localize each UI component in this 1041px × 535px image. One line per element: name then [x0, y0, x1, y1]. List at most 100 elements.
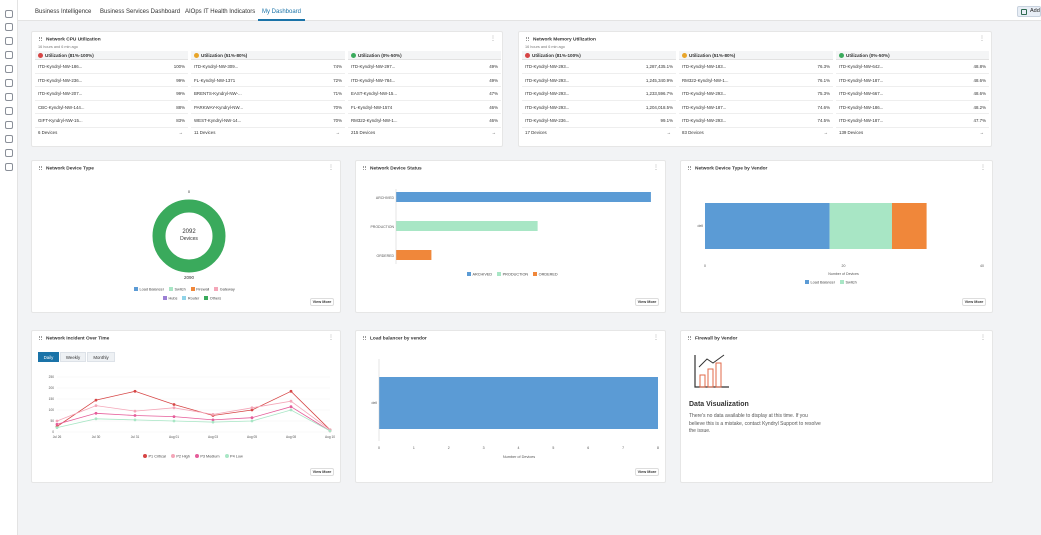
briefcase-icon[interactable] — [5, 149, 13, 157]
add-button[interactable]: Add — [1017, 6, 1041, 17]
drag-handle-icon[interactable] — [39, 166, 42, 170]
device-row[interactable]: ITD-Kyndryl-NW-667... 48.6% — [836, 87, 989, 101]
series-point[interactable] — [211, 413, 215, 416]
device-row[interactable]: ITD-Kyndryl-NW-293... 1,287,435.1% — [522, 60, 676, 74]
legend-label[interactable]: ORDERED — [538, 272, 558, 277]
column-footer[interactable]: 6 Devices → — [35, 128, 188, 138]
device-row[interactable]: GIFT-Kyndryl-NW-15... 83% — [35, 114, 188, 128]
loadbalancer-bar[interactable] — [379, 377, 658, 429]
column-footer[interactable]: 83 Devices → — [679, 128, 833, 138]
series-point[interactable] — [55, 422, 59, 426]
arrow-right-icon[interactable]: → — [178, 129, 183, 135]
search-icon[interactable] — [5, 65, 13, 73]
series-point[interactable] — [289, 405, 293, 409]
series-point[interactable] — [94, 398, 98, 402]
series-point[interactable] — [250, 406, 254, 410]
series-point[interactable] — [211, 420, 215, 424]
series-point[interactable] — [211, 418, 215, 422]
tab-business-intelligence[interactable]: Business Intelligence — [35, 9, 92, 15]
series-point[interactable] — [289, 389, 293, 393]
device-row[interactable]: ITD-Kyndryl-NW-297... 49% — [348, 60, 501, 74]
device-row[interactable]: EAST-Kyndryl-NW-15... 47% — [348, 87, 501, 101]
report-icon[interactable] — [5, 121, 13, 129]
device-row[interactable]: ITD-Kyndryl-NW-642... 48.8% — [836, 60, 989, 74]
more-menu-icon[interactable]: ⋮ — [653, 165, 659, 171]
series-point[interactable] — [250, 419, 254, 423]
vendor-bar-segment[interactable] — [891, 203, 927, 249]
legend-label[interactable]: Load Balancer — [139, 287, 165, 292]
drag-handle-icon[interactable] — [688, 336, 691, 340]
series-line[interactable] — [56, 400, 331, 431]
column-footer[interactable]: 17 Devices → — [522, 128, 676, 138]
series-point[interactable] — [250, 408, 254, 412]
device-row[interactable]: RM322-Kyndryl-NW-1... 76.1% — [679, 74, 833, 87]
series-point[interactable] — [133, 414, 137, 417]
drag-handle-icon[interactable] — [363, 336, 366, 340]
arrow-right-icon[interactable]: → — [666, 129, 671, 135]
legend-label[interactable]: Firewall — [196, 287, 210, 292]
device-row[interactable]: ITD-Kyndryl-NW-236... 99% — [35, 74, 188, 87]
legend-label[interactable]: ARCHIVED — [472, 272, 493, 277]
column-footer[interactable]: 139 Devices → — [836, 128, 989, 138]
more-menu-icon[interactable]: ⋮ — [980, 165, 986, 171]
device-row[interactable]: ITD-Kyndryl-NW-187... 74.6% — [679, 101, 833, 114]
device-row[interactable]: ITD-Kyndryl-NW-293... 1,245,340.9% — [522, 74, 676, 87]
device-row[interactable]: FL-Kyndryl-NW-1574 46% — [348, 101, 501, 114]
folder-icon[interactable] — [5, 163, 13, 171]
drag-handle-icon[interactable] — [688, 166, 691, 170]
view-more-button[interactable]: View More — [635, 298, 659, 306]
daily-button[interactable]: Daily — [38, 352, 59, 362]
series-point[interactable] — [289, 399, 293, 403]
legend-label[interactable]: PRODUCTION — [502, 272, 529, 277]
legend-label[interactable]: P1 Critical — [148, 454, 166, 459]
arrow-right-icon[interactable]: → — [823, 129, 828, 135]
drag-handle-icon[interactable] — [39, 37, 42, 41]
home-icon[interactable] — [5, 10, 13, 18]
series-point[interactable] — [289, 408, 293, 412]
arrow-right-icon[interactable]: → — [335, 129, 340, 135]
settings-icon[interactable] — [5, 135, 13, 143]
series-point[interactable] — [328, 429, 332, 433]
column-header[interactable]: Utilization (81%-100%) — [35, 51, 188, 60]
monthly-button[interactable]: Monthly — [87, 352, 115, 362]
device-row[interactable]: PARKWAY-Kyndryl-NW... 70% — [191, 101, 345, 114]
series-point[interactable] — [172, 406, 176, 410]
device-row[interactable]: ITD-Kyndryl-NW-293... 74.5% — [679, 114, 833, 128]
vendor-bar-segment[interactable] — [829, 203, 892, 249]
series-point[interactable] — [133, 409, 137, 413]
series-point[interactable] — [94, 404, 98, 407]
arrow-right-icon[interactable]: → — [491, 129, 496, 135]
series-point[interactable] — [94, 411, 98, 415]
device-row[interactable]: ITD-Kyndryl-NW-186... 48.2% — [836, 101, 989, 114]
series-point[interactable] — [172, 403, 176, 406]
view-more-button[interactable]: View More — [310, 468, 334, 476]
series-line[interactable] — [56, 390, 331, 431]
more-menu-icon[interactable]: ⋮ — [980, 335, 986, 341]
view-more-button[interactable]: View More — [310, 298, 334, 306]
device-row[interactable]: ITD-Kyndryl-NW-236... 99.1% — [522, 114, 676, 128]
series-point[interactable] — [55, 419, 59, 423]
device-row[interactable]: ITD-Kyndryl-NW-293... 1,233,596.7% — [522, 87, 676, 101]
legend-label[interactable]: Others — [209, 296, 222, 301]
column-footer[interactable]: 11 Devices → — [191, 128, 345, 138]
more-menu-icon[interactable]: ⋮ — [490, 36, 496, 42]
legend-label[interactable]: P4 Low — [230, 454, 243, 459]
legend-label[interactable]: P3 Medium — [200, 454, 220, 459]
series-line[interactable] — [56, 406, 331, 432]
series-point[interactable] — [172, 419, 176, 423]
device-row[interactable]: ITD-Kyndryl-NW-293... 1,204,018.5% — [522, 101, 676, 114]
column-header[interactable]: Utilization (51%-80%) — [679, 51, 833, 60]
donut-segment-others[interactable] — [152, 199, 226, 273]
column-header[interactable]: Utilization (0%-50%) — [836, 51, 989, 60]
series-point[interactable] — [94, 417, 98, 421]
legend-label[interactable]: Switch — [845, 280, 857, 285]
series-line[interactable] — [56, 409, 331, 432]
legend-label[interactable]: Load Balancer — [810, 280, 836, 285]
vendor-bar-segment[interactable] — [705, 203, 830, 249]
series-point[interactable] — [55, 426, 59, 429]
device-row[interactable]: ITD-Kyndryl-NW-183... 76.3% — [679, 60, 833, 74]
column-footer[interactable]: 215 Devices → — [348, 128, 501, 138]
series-point[interactable] — [172, 415, 176, 418]
more-menu-icon[interactable]: ⋮ — [653, 335, 659, 341]
tab-aiops-it-health[interactable]: AIOps IT Health Indicators — [185, 9, 256, 15]
